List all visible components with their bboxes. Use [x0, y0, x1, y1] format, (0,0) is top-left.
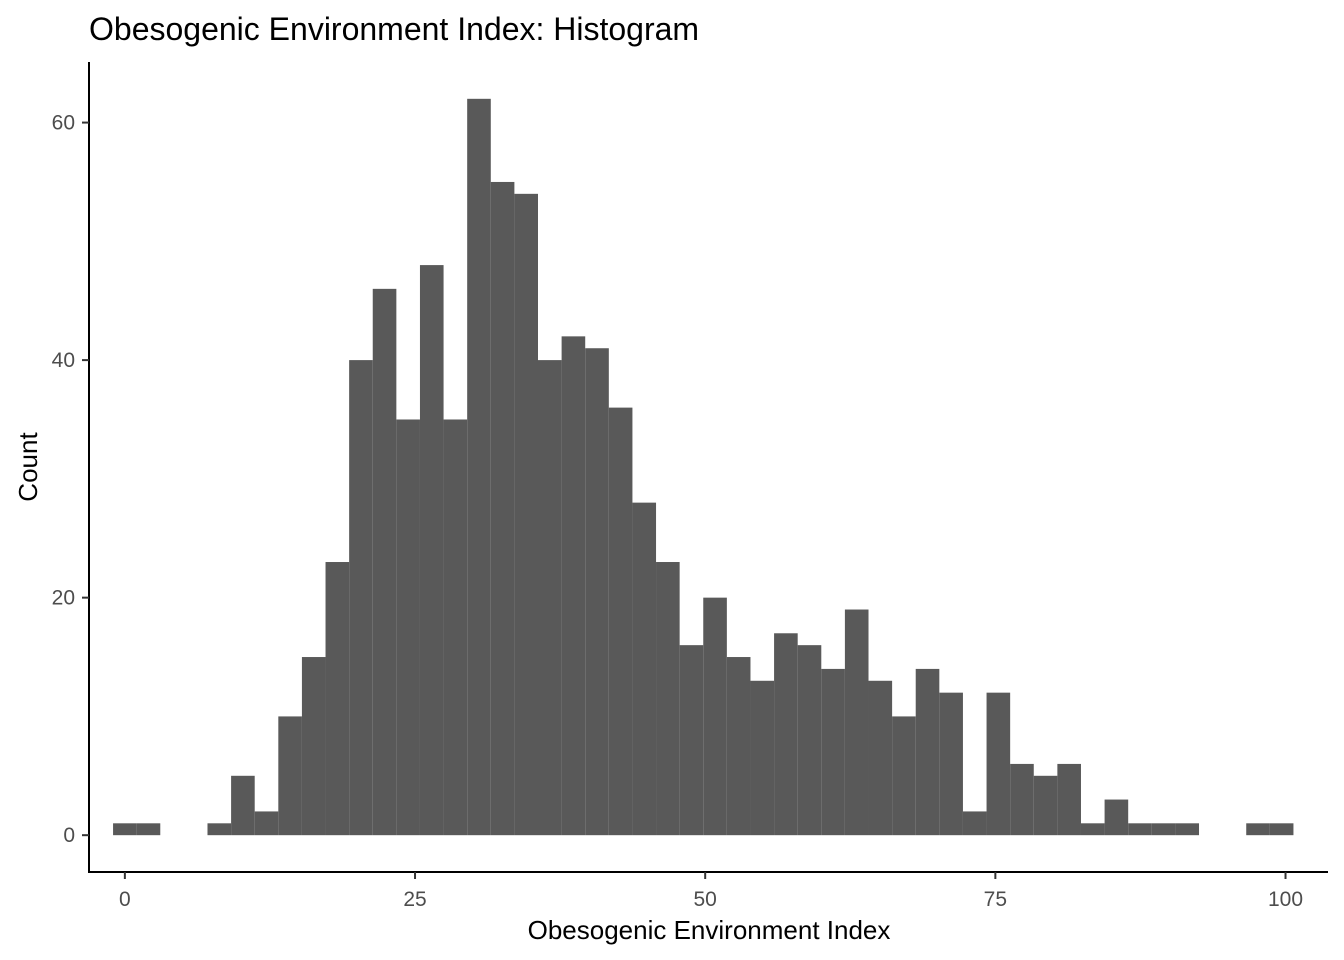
histogram-bar — [703, 597, 727, 836]
x-tick-label: 0 — [119, 888, 131, 911]
histogram-bar — [561, 336, 586, 836]
histogram-bar — [490, 181, 515, 836]
histogram-bar — [962, 811, 987, 836]
histogram-bar — [349, 360, 373, 836]
histogram-bar — [915, 668, 940, 836]
histogram-bar — [774, 633, 798, 836]
histogram-bar — [443, 419, 468, 836]
histogram-bar — [608, 407, 633, 836]
x-axis-title: Obesogenic Environment Index — [528, 915, 891, 945]
histogram-bar — [821, 668, 845, 836]
chart-title: Obesogenic Environment Index: Histogram — [89, 11, 699, 47]
y-tick-label: 40 — [52, 349, 75, 372]
histogram-bar — [585, 348, 609, 836]
histogram-bar — [514, 193, 538, 836]
histogram-bar — [1151, 823, 1176, 836]
histogram-bar — [1104, 799, 1129, 836]
histogram-bar — [254, 811, 279, 836]
y-tick-label: 20 — [52, 587, 75, 610]
histogram-bar — [136, 823, 161, 836]
histogram-bar — [1246, 823, 1270, 836]
histogram-bar — [113, 823, 137, 836]
histogram-bar — [207, 823, 232, 836]
histogram-bar — [419, 265, 444, 836]
y-axis-title: Count — [13, 432, 43, 502]
x-tick-label: 50 — [694, 888, 717, 911]
histogram-bar — [231, 775, 255, 836]
histogram-bar — [726, 657, 751, 836]
histogram-bar — [656, 562, 680, 836]
x-tick-label: 25 — [403, 888, 426, 911]
histogram-bar — [396, 419, 420, 836]
histogram-bar — [301, 657, 326, 836]
histogram-bar — [278, 716, 302, 836]
histogram-bar — [372, 288, 397, 836]
x-axis-ticks: 0 25 50 75 100 — [119, 872, 1303, 911]
histogram-bar — [467, 98, 491, 836]
histogram-bar — [750, 680, 775, 836]
histogram-bar — [537, 360, 562, 836]
histogram-bar — [1128, 823, 1152, 836]
y-tick-label: 0 — [63, 824, 75, 847]
histogram-bar — [1269, 823, 1294, 836]
histogram-bar — [679, 645, 704, 836]
histogram-bar — [939, 692, 963, 836]
plot-panel: 0 25 50 75 100 0 20 40 60 — [52, 62, 1328, 911]
histogram-bar — [797, 645, 822, 836]
histogram-bar — [1175, 823, 1200, 836]
y-tick-label: 60 — [52, 112, 75, 135]
histogram-bar — [1057, 763, 1081, 836]
histogram-bar — [1080, 823, 1105, 836]
histogram-bar — [868, 680, 893, 836]
histogram-bar — [1033, 775, 1058, 836]
histogram-bar — [325, 562, 350, 836]
histogram-bar — [986, 692, 1011, 836]
histogram-bar — [632, 502, 657, 836]
histogram-bars — [113, 98, 1294, 836]
y-axis-ticks: 0 20 40 60 — [52, 112, 89, 847]
histogram-bar — [844, 609, 869, 836]
x-tick-label: 100 — [1268, 888, 1303, 911]
histogram-bar — [892, 716, 916, 836]
histogram-bar — [1010, 763, 1034, 836]
x-tick-label: 75 — [984, 888, 1007, 911]
